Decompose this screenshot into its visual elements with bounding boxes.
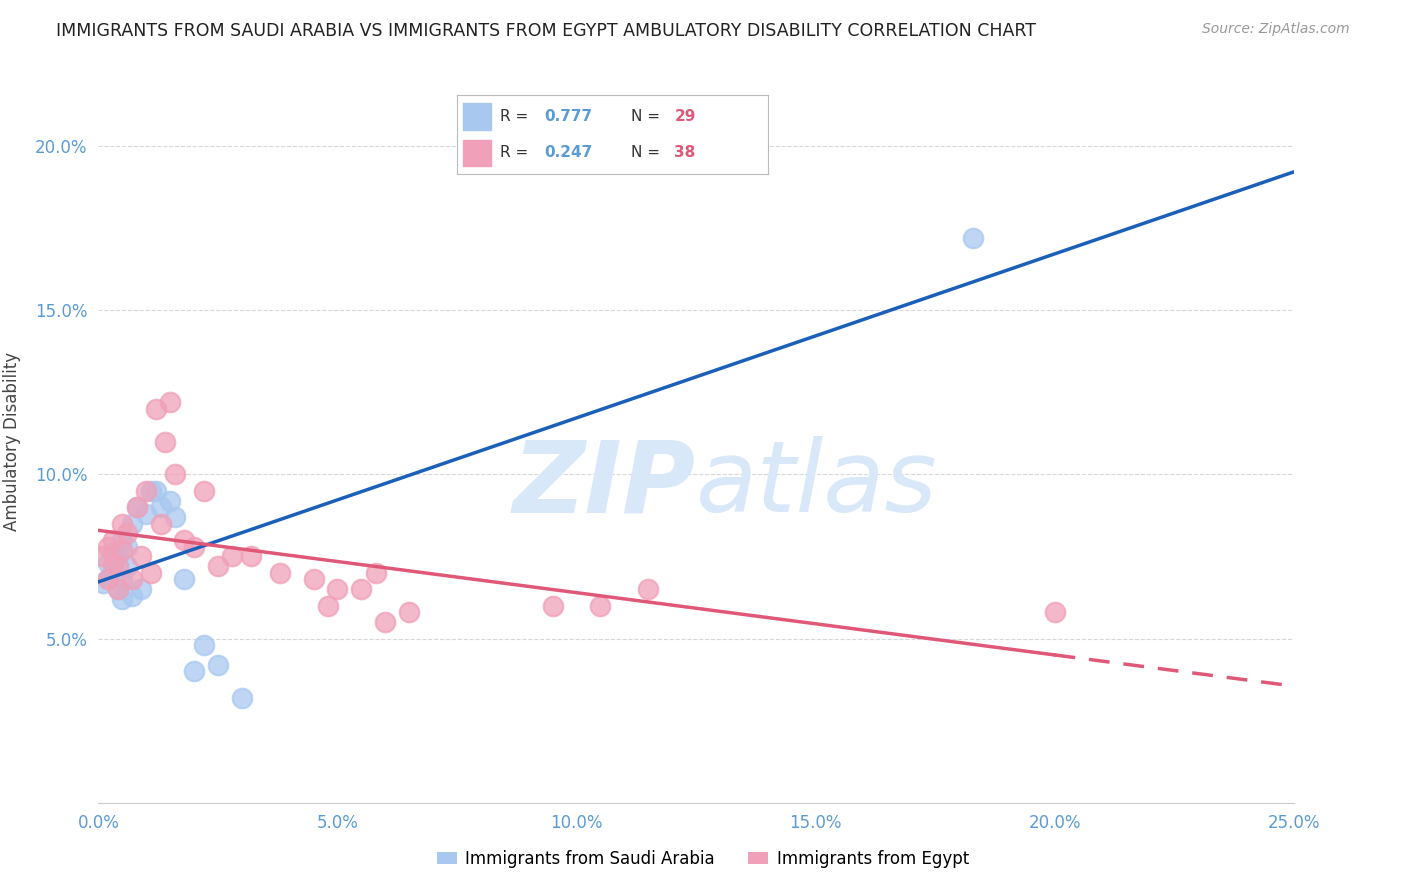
Point [221, 549, 243, 564]
Point [326, 582, 349, 597]
Point [97, 573, 120, 587]
Point [398, 605, 420, 619]
Point [125, 500, 148, 515]
Point [111, 592, 134, 607]
Point [97, 573, 120, 587]
Point [135, 483, 157, 498]
Point [193, 483, 215, 498]
Point [1043, 605, 1066, 619]
Text: IMMIGRANTS FROM SAUDI ARABIA VS IMMIGRANTS FROM EGYPT AMBULATORY DISABILITY CORR: IMMIGRANTS FROM SAUDI ARABIA VS IMMIGRAN… [56, 22, 1036, 40]
Point [139, 566, 162, 580]
Point [101, 556, 124, 570]
Point [145, 401, 167, 416]
Y-axis label: Ambulatory Disability: Ambulatory Disability [3, 352, 21, 531]
Point [115, 540, 138, 554]
Text: atlas: atlas [696, 436, 938, 533]
Point [364, 566, 387, 580]
Point [97, 556, 120, 570]
Point [107, 582, 129, 597]
Point [173, 573, 195, 587]
Point [149, 500, 172, 515]
Point [163, 510, 186, 524]
Point [159, 395, 181, 409]
Point [91, 549, 114, 564]
Point [135, 507, 157, 521]
Point [115, 559, 138, 574]
Point [149, 516, 172, 531]
Point [139, 483, 162, 498]
Point [155, 434, 177, 449]
Point [107, 559, 129, 574]
Point [302, 573, 325, 587]
Point [207, 559, 229, 574]
Point [121, 573, 143, 587]
Point [207, 657, 229, 672]
Point [240, 549, 263, 564]
Point [159, 493, 181, 508]
Point [101, 566, 124, 580]
Point [101, 546, 124, 560]
Point [589, 599, 612, 613]
Point [145, 483, 167, 498]
Point [193, 638, 215, 652]
Point [163, 467, 186, 482]
Point [316, 599, 339, 613]
Point [101, 559, 124, 574]
Point [111, 542, 134, 557]
Point [131, 582, 153, 597]
Point [111, 516, 134, 531]
Point [115, 526, 138, 541]
Point [374, 615, 396, 630]
Point [269, 566, 291, 580]
Point [183, 540, 205, 554]
Point [231, 690, 253, 705]
Point [107, 582, 129, 597]
Point [91, 575, 114, 590]
Text: ZIP: ZIP [513, 436, 696, 533]
Point [131, 549, 153, 564]
Point [101, 533, 124, 547]
Text: Source: ZipAtlas.com: Source: ZipAtlas.com [1202, 22, 1350, 37]
Point [962, 231, 984, 245]
Point [125, 500, 148, 515]
Point [121, 516, 143, 531]
Point [121, 589, 143, 603]
Point [637, 582, 659, 597]
Point [541, 599, 564, 613]
Point [111, 573, 134, 587]
Point [111, 533, 134, 547]
Point [173, 533, 195, 547]
Point [350, 582, 373, 597]
Legend: Immigrants from Saudi Arabia, Immigrants from Egypt: Immigrants from Saudi Arabia, Immigrants… [430, 844, 976, 875]
Point [183, 665, 205, 679]
Point [97, 540, 120, 554]
Point [107, 549, 129, 564]
